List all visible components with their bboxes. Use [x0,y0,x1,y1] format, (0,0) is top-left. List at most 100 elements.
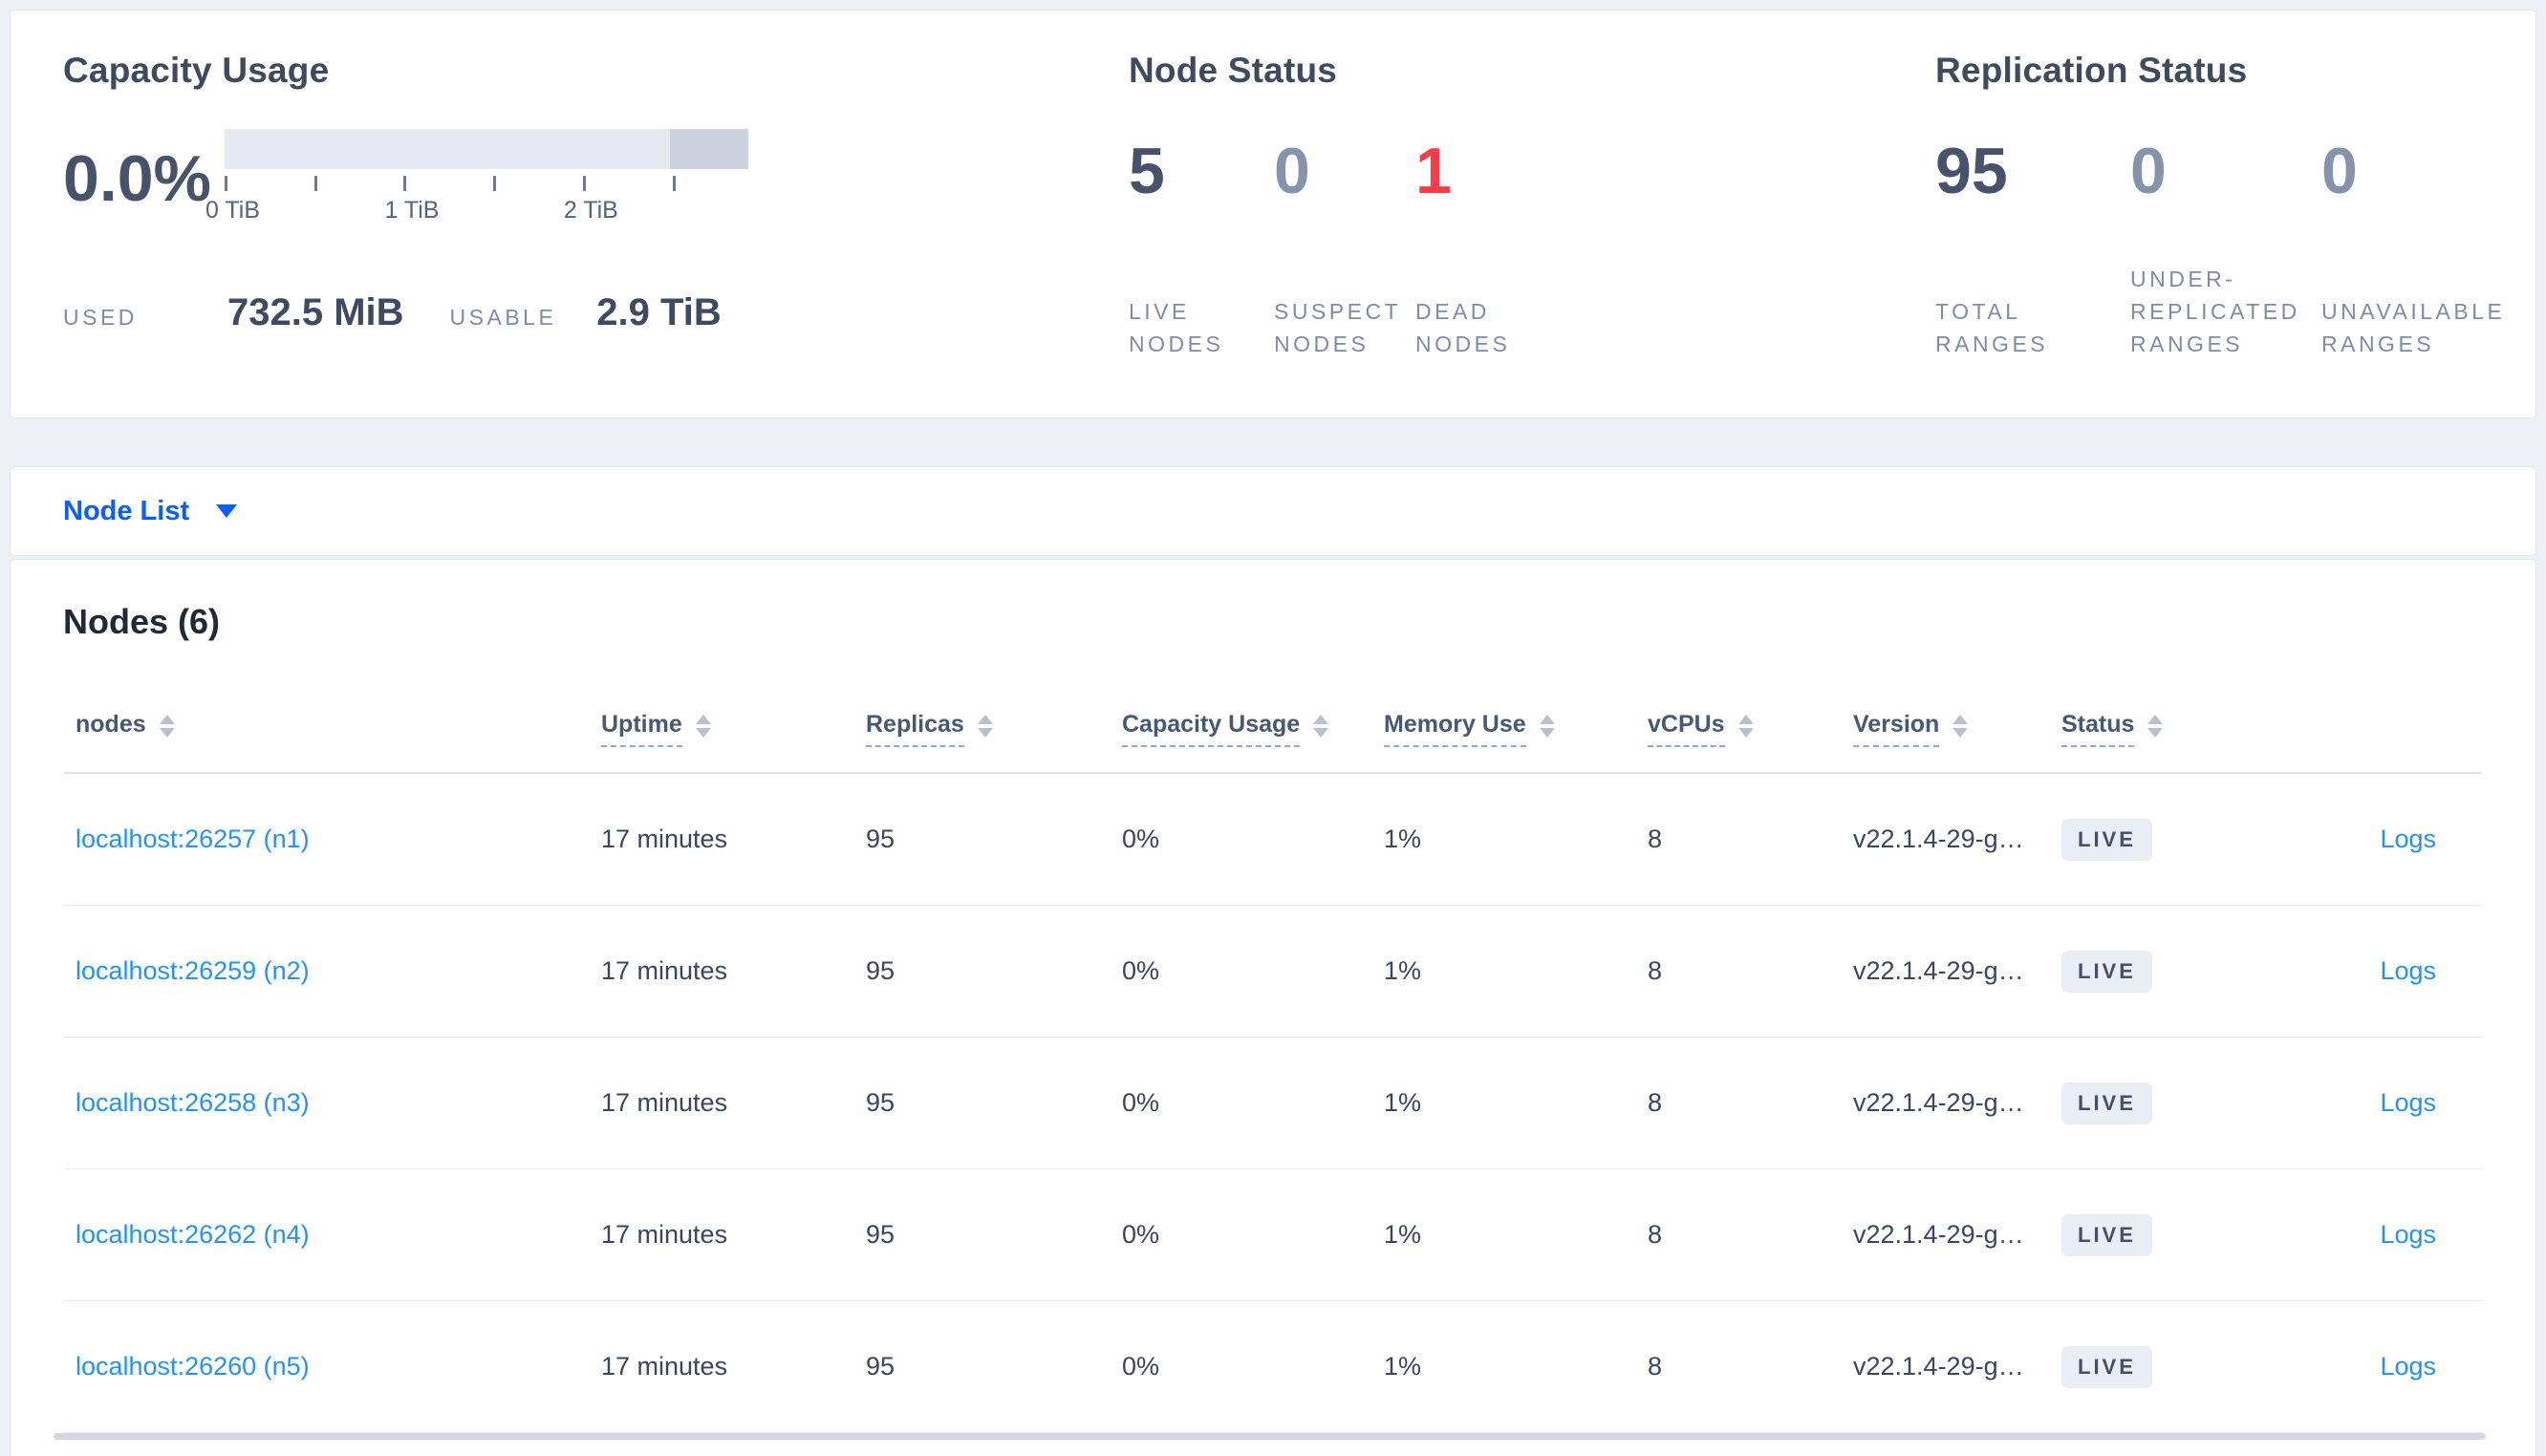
memory-use-cell: 1% [1384,1088,1422,1117]
node-link[interactable]: localhost:26257 (n1) [76,824,310,853]
uptime-cell: 17 minutes [601,956,728,985]
live-nodes-label: LIVE NODES [1129,299,1224,356]
status-badge: LIVE [2061,1081,2152,1124]
capacity-gauge-ticks [225,175,748,191]
horizontal-scrollbar[interactable] [54,1433,2486,1440]
capacity-usage-panel: Capacity Usage 0.0% 0 TiB 1 TiB 2 TiB [63,11,1129,418]
node-link[interactable]: localhost:26259 (n2) [76,956,310,985]
dead-nodes-count: 1 [1415,135,1452,207]
suspect-nodes-count: 0 [1274,135,1310,207]
status-badge: LIVE [2061,1213,2152,1256]
capacity-usage-cell: 0% [1122,1088,1160,1117]
memory-use-cell: 1% [1384,824,1422,853]
cluster-summary-card: Capacity Usage 0.0% 0 TiB 1 TiB 2 TiB [10,10,2536,418]
sort-icon[interactable] [1539,715,1555,738]
capacity-usage-title: Capacity Usage [63,51,330,90]
version-cell: v22.1.4-29-g… [1853,956,2024,985]
nodes-table-title: Nodes (6) [63,602,221,641]
live-nodes-count: 5 [1129,135,1165,207]
column-header-uptime[interactable]: Uptime [601,711,866,747]
node-link[interactable]: localhost:26258 (n3) [76,1088,310,1117]
tick-label-1: 1 TiB [384,196,440,224]
memory-use-cell: 1% [1384,1352,1422,1381]
used-label: USED [63,305,138,330]
suspect-nodes-label: SUSPECT NODES [1274,299,1402,356]
capacity-usage-cell: 0% [1122,1220,1160,1249]
nodes-table: nodes Uptime Replicas Capacity Usage Mem… [54,686,2486,1440]
capacity-usage-cell: 0% [1122,824,1160,853]
logs-link[interactable]: Logs [2380,1088,2436,1117]
node-status-title: Node Status [1129,51,1338,90]
sort-icon[interactable] [1953,715,1969,738]
replicas-cell: 95 [866,1088,895,1117]
capacity-usage-cell: 0% [1122,956,1160,985]
node-list-dropdown-label: Node List [63,495,190,526]
sort-icon[interactable] [1737,715,1754,738]
capacity-gauge: 0 TiB 1 TiB 2 TiB [205,128,748,229]
table-row: localhost:26257 (n1) 17 minutes 95 0% 1%… [64,774,2482,906]
node-list-dropdown-bar: Node List [10,466,2536,556]
chevron-down-icon [216,504,238,518]
logs-link[interactable]: Logs [2380,824,2436,853]
memory-use-cell: 1% [1384,956,1422,985]
nodes-table-header: nodes Uptime Replicas Capacity Usage Mem… [64,686,2482,774]
column-header-status[interactable]: Status [2061,711,2300,747]
replicas-cell: 95 [866,824,895,853]
vcpus-cell: 8 [1648,956,1663,985]
column-header-capacity-usage[interactable]: Capacity Usage [1122,711,1384,747]
replicas-cell: 95 [866,1220,895,1249]
unavailable-ranges-count: 0 [2321,135,2358,207]
replication-status-panel: Replication Status 95 0 0 TOTAL RANGES U… [1935,11,2535,418]
status-badge: LIVE [2061,818,2152,861]
column-header-version[interactable]: Version [1853,711,2061,747]
uptime-cell: 17 minutes [601,1352,728,1381]
column-header-nodes[interactable]: nodes [76,711,601,747]
sort-icon[interactable] [159,715,175,738]
logs-link[interactable]: Logs [2380,1352,2436,1381]
node-list-dropdown[interactable]: Node List [63,495,238,527]
total-ranges-label: TOTAL RANGES [1935,299,2049,356]
nodes-table-card: Nodes (6) nodes Uptime Replicas Capacity… [10,559,2536,1456]
sort-icon[interactable] [695,715,711,738]
table-row: localhost:26258 (n3) 17 minutes 95 0% 1%… [64,1038,2482,1169]
table-row: localhost:26262 (n4) 17 minutes 95 0% 1%… [64,1169,2482,1301]
sort-icon[interactable] [2147,715,2164,738]
total-ranges-count: 95 [1935,135,2008,207]
uptime-cell: 17 minutes [601,1220,728,1249]
column-header-vcpus[interactable]: vCPUs [1648,711,1853,747]
vcpus-cell: 8 [1648,1088,1663,1117]
under-replicated-ranges-label: UNDER- REPLICATED RANGES [2130,267,2300,356]
used-value: 732.5 MiB [227,291,404,333]
replicas-cell: 95 [866,956,895,985]
replication-status-title: Replication Status [1935,51,2248,90]
logs-link[interactable]: Logs [2380,1220,2436,1249]
column-header-replicas[interactable]: Replicas [866,711,1122,747]
table-row: localhost:26260 (n5) 17 minutes 95 0% 1%… [64,1301,2482,1433]
replicas-cell: 95 [866,1352,895,1381]
memory-use-cell: 1% [1384,1220,1422,1249]
usable-label: USABLE [449,305,557,330]
version-cell: v22.1.4-29-g… [1853,1352,2024,1381]
status-badge: LIVE [2061,1345,2152,1388]
node-link[interactable]: localhost:26260 (n5) [76,1352,310,1381]
version-cell: v22.1.4-29-g… [1853,824,2024,853]
node-status-panel: Node Status 5 0 1 LIVE NODES SUSPECT NOD… [1129,11,1935,418]
sort-icon[interactable] [977,715,993,738]
version-cell: v22.1.4-29-g… [1853,1088,2024,1117]
node-link[interactable]: localhost:26262 (n4) [76,1220,310,1249]
uptime-cell: 17 minutes [601,1088,728,1117]
capacity-percent-value: 0.0% [63,142,211,215]
under-replicated-ranges-count: 0 [2130,135,2167,207]
column-header-memory-use[interactable]: Memory Use [1384,711,1648,747]
usable-value: 2.9 TiB [596,291,722,333]
capacity-gauge-bar [225,128,748,169]
uptime-cell: 17 minutes [601,824,728,853]
status-badge: LIVE [2061,950,2152,993]
logs-link[interactable]: Logs [2380,956,2436,985]
capacity-usage-cell: 0% [1122,1352,1160,1381]
dead-nodes-label: DEAD NODES [1415,299,1511,356]
table-row: localhost:26259 (n2) 17 minutes 95 0% 1%… [64,906,2482,1038]
vcpus-cell: 8 [1648,1220,1663,1249]
vcpus-cell: 8 [1648,1352,1663,1381]
sort-icon[interactable] [1313,715,1329,738]
